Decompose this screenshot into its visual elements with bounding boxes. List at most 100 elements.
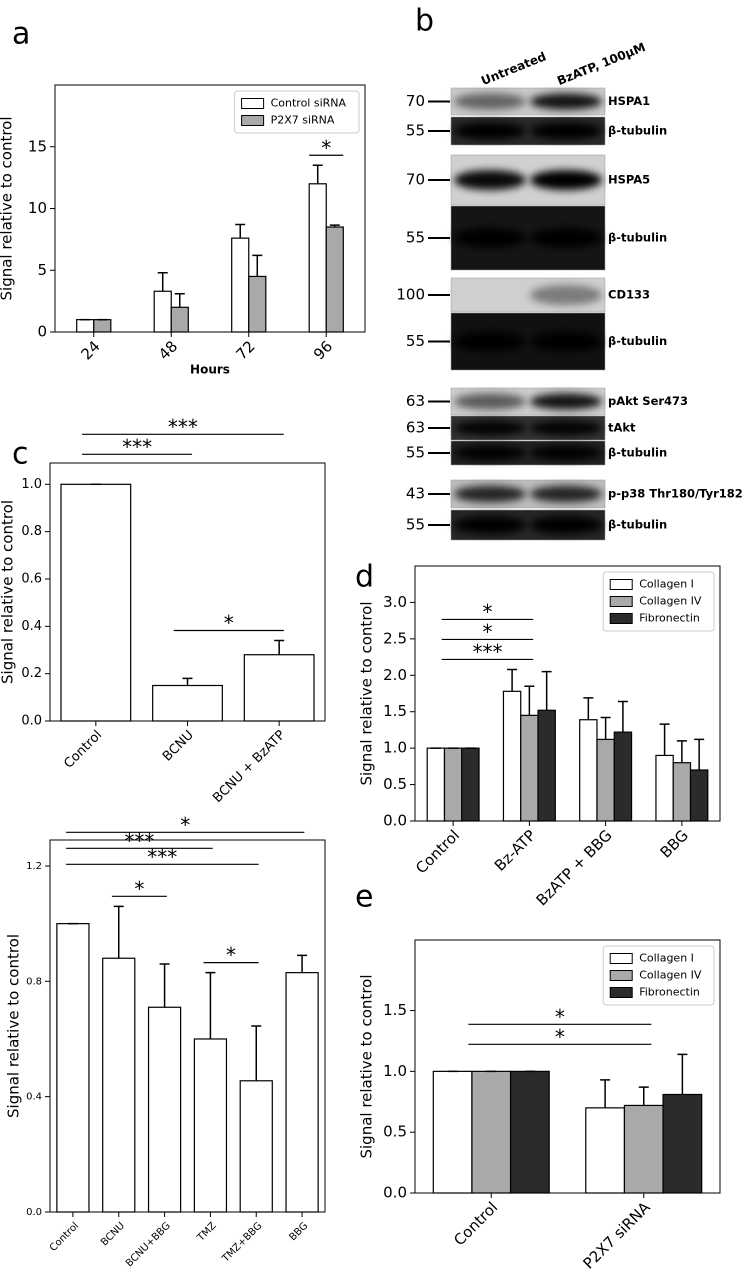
significance-label: * — [321, 136, 331, 160]
bar — [520, 714, 539, 822]
bar — [662, 1093, 703, 1194]
significance-label: * — [134, 877, 144, 901]
error-bar — [174, 292, 185, 308]
axes-frame — [414, 565, 721, 822]
bar — [308, 183, 327, 333]
x-tick-label: BCNU+BBG — [124, 1220, 173, 1269]
error-bar — [312, 164, 323, 184]
x-tick-label: BzATP + BBG — [533, 826, 616, 909]
x-tick-label: BCNU + BzATP — [210, 728, 288, 806]
marker-label: 63 — [406, 392, 425, 410]
blot-band — [530, 331, 602, 352]
band-label: β-tubulin — [608, 231, 667, 245]
axes-frame — [49, 839, 326, 1213]
blot-band — [530, 285, 602, 305]
y-tick-label: 0.0 — [383, 812, 407, 830]
blot-band — [530, 228, 602, 248]
error-bar — [677, 1053, 688, 1095]
error-bar — [600, 1079, 611, 1108]
y-tick-label: 0.5 — [383, 1123, 407, 1141]
y-tick-label: 0.8 — [21, 524, 42, 539]
error-bar — [541, 670, 552, 711]
bar — [152, 684, 223, 722]
error-bar — [507, 668, 518, 692]
y-tick-label: 0.4 — [21, 619, 42, 634]
significance-label: * — [482, 600, 492, 624]
y-tick-label: 10 — [28, 199, 47, 217]
bar — [585, 1107, 626, 1194]
error-bar — [252, 254, 263, 277]
axes-frame — [414, 939, 721, 1194]
error-bar — [676, 740, 687, 763]
marker-label: 70 — [406, 92, 425, 110]
y-tick-label: 0.8 — [26, 976, 42, 987]
error-bar — [159, 963, 170, 1008]
x-tick-label: 72 — [233, 337, 259, 363]
lane-label: BzATP, 100μM — [555, 40, 647, 88]
blot-band — [454, 485, 526, 503]
blot-band — [530, 170, 602, 190]
y-tick-label: 1.0 — [383, 739, 407, 757]
x-tick-label: Control — [48, 1220, 81, 1253]
error-bar — [583, 697, 594, 720]
y-tick-label: 0.0 — [26, 1207, 42, 1218]
x-tick-label: Control — [412, 826, 463, 877]
legend-label: P2X7 siRNA — [271, 114, 335, 127]
bar — [613, 731, 633, 822]
y-tick-label: 2.0 — [383, 666, 407, 684]
y-tick-label: 15 — [28, 137, 47, 155]
bar — [147, 1006, 182, 1213]
error-bar — [182, 677, 193, 686]
bar — [443, 747, 463, 822]
y-axis-label: Signal relative to control — [0, 500, 17, 684]
panel-label: b — [415, 4, 434, 39]
significance-label: * — [482, 620, 492, 644]
blot-band — [454, 445, 526, 461]
y-tick-label: 1.5 — [383, 1001, 407, 1019]
significance-label: * — [226, 943, 236, 967]
x-tick-label: BBG — [287, 1220, 310, 1243]
y-tick-label: 2.5 — [383, 629, 407, 647]
marker-label: 43 — [406, 485, 425, 503]
bar — [461, 747, 480, 822]
band-label: pAkt Ser473 — [608, 394, 688, 408]
panel-label: d — [355, 560, 374, 595]
band-label: β-tubulin — [608, 334, 667, 348]
y-axis-label: Signal relative to control — [358, 974, 376, 1158]
legend-swatch — [609, 613, 633, 624]
legend-swatch — [609, 579, 633, 590]
error-bar — [638, 1086, 649, 1106]
error-bar — [251, 1025, 262, 1081]
bar — [432, 1070, 473, 1194]
y-tick-label: 1.0 — [21, 477, 42, 492]
y-axis-label: Signal relative to control — [358, 601, 376, 785]
error-bar — [659, 723, 670, 756]
blot-band — [454, 122, 526, 140]
legend-label: Fibronectin — [639, 986, 700, 999]
y-tick-label: 0 — [37, 323, 47, 341]
bar — [596, 738, 615, 822]
error-bar — [600, 716, 611, 740]
y-tick-label: 0.5 — [383, 775, 407, 793]
significance-label: *** — [122, 435, 152, 459]
marker-label: 55 — [406, 122, 425, 140]
y-axis-label: Signal relative to control — [0, 116, 16, 300]
bar — [56, 923, 90, 1213]
x-tick-label: 24 — [78, 337, 104, 363]
bar — [426, 747, 446, 822]
bar — [239, 1080, 273, 1213]
bar — [623, 1104, 664, 1194]
significance-label: * — [224, 611, 234, 635]
y-tick-label: 1.2 — [26, 861, 42, 872]
bar — [76, 319, 95, 333]
bar — [193, 1038, 228, 1213]
blot-band — [530, 420, 602, 436]
error-bar — [157, 271, 168, 292]
legend-label: Collagen I — [639, 952, 694, 965]
legend-swatch — [609, 596, 633, 607]
y-tick-label: 0.4 — [26, 1092, 42, 1103]
x-axis-label: Hours — [190, 363, 230, 377]
bar — [248, 275, 267, 333]
legend-label: Collagen I — [639, 578, 694, 591]
